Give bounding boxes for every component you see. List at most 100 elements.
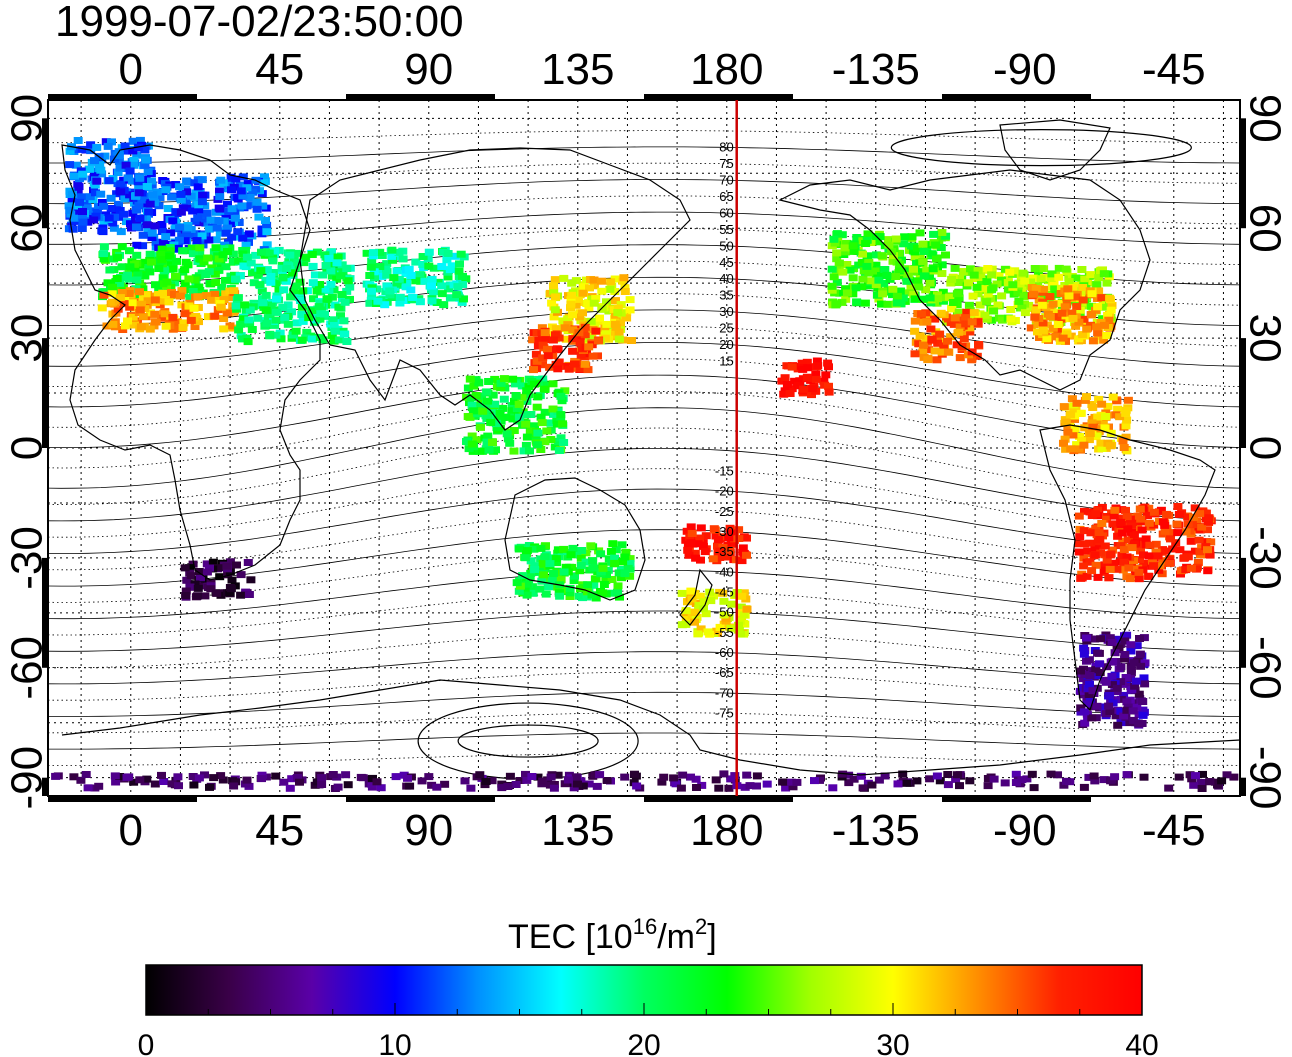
tec-cell <box>919 341 928 349</box>
magnetic-pole-contour <box>890 129 1192 167</box>
tec-cell <box>610 288 620 295</box>
tec-cell <box>1192 565 1201 573</box>
tec-cell <box>858 784 868 792</box>
tec-cell <box>268 257 278 265</box>
tec-cell <box>204 225 214 233</box>
tec-cell <box>610 554 620 562</box>
tec-cell <box>1101 678 1111 686</box>
tec-cell <box>1129 540 1139 548</box>
tec-cell <box>549 313 559 321</box>
colorbar-tick-label: 20 <box>627 1029 660 1057</box>
tec-cell <box>1076 409 1086 417</box>
tec-cell <box>385 291 395 299</box>
tec-cell <box>376 784 386 792</box>
tec-cell <box>141 156 151 164</box>
tec-cell <box>253 271 263 279</box>
tec-cell <box>1092 281 1102 289</box>
tec-cell <box>120 142 130 150</box>
tec-cell <box>142 183 152 190</box>
tec-cell <box>133 271 143 279</box>
tec-cell <box>1116 542 1126 550</box>
tec-cell <box>367 287 376 295</box>
tec-cell <box>339 317 349 325</box>
tec-cell <box>144 208 154 216</box>
tec-cell <box>258 202 268 210</box>
tec-cell <box>514 545 524 553</box>
tec-cell <box>214 564 223 572</box>
geomagnetic-contour <box>48 732 1240 750</box>
tec-cell <box>950 264 960 272</box>
tec-cell <box>200 592 210 600</box>
tec-cell <box>550 276 560 284</box>
longitude-label-bottom: 0 <box>119 806 143 855</box>
tec-cell <box>143 168 153 175</box>
tec-cell <box>299 259 309 267</box>
tec-cell <box>696 625 706 633</box>
tec-cell <box>967 318 977 326</box>
tec-cell <box>992 280 1002 288</box>
tec-cell <box>620 288 630 295</box>
tec-cell <box>546 773 556 781</box>
tec-cell <box>492 424 502 432</box>
tec-cell <box>317 781 327 788</box>
tec-cell <box>1078 283 1088 291</box>
tec-cell <box>1119 546 1129 554</box>
tec-cell <box>1020 277 1030 285</box>
tec-cell <box>1093 506 1103 514</box>
tec-cell <box>623 564 633 572</box>
tec-cell <box>913 277 923 285</box>
tec-cell <box>279 286 289 294</box>
latitude-label-right: -90 <box>1240 746 1289 810</box>
tec-cell <box>136 323 146 331</box>
tec-cell <box>156 251 166 258</box>
tec-cell <box>97 227 107 235</box>
geomagnetic-contour <box>48 195 1240 225</box>
tec-cell <box>1062 330 1072 338</box>
tec-cell <box>842 261 852 268</box>
tec-cell <box>832 249 842 257</box>
tec-cell <box>210 312 220 320</box>
tec-cell <box>1086 529 1096 537</box>
tec-cell <box>112 275 122 282</box>
tec-cell <box>189 781 199 789</box>
tec-cell <box>932 334 942 342</box>
tec-cell <box>902 277 912 285</box>
tec-cell <box>525 447 534 455</box>
tec-cell <box>1116 514 1126 522</box>
tec-cell <box>551 555 561 562</box>
tec-cell <box>522 580 532 588</box>
tec-cell <box>1102 556 1112 564</box>
tec-cell <box>581 558 591 566</box>
tec-cell <box>73 137 83 144</box>
geomagnetic-contour <box>48 309 1240 367</box>
tec-cell <box>921 334 931 342</box>
tec-cell <box>698 539 708 547</box>
tec-cell <box>590 575 600 583</box>
tec-cell <box>1064 292 1074 300</box>
tec-cell <box>225 322 235 330</box>
tec-cell <box>202 568 212 576</box>
tec-cell <box>382 271 392 279</box>
tec-cell <box>842 289 852 297</box>
tec-cell <box>587 591 597 599</box>
tec-cell <box>477 447 487 455</box>
tec-cell <box>736 630 745 638</box>
tec-cell <box>982 298 992 306</box>
tec-cell <box>962 308 972 316</box>
tec-cell <box>237 202 247 210</box>
tec-cell <box>742 605 752 613</box>
tec-cell <box>1061 265 1071 273</box>
tec-cell <box>1151 548 1161 556</box>
tec-cell <box>620 773 630 781</box>
tec-cell <box>215 187 224 195</box>
tec-cell <box>724 784 734 792</box>
tec-cell <box>923 356 933 364</box>
tec-cell <box>1087 311 1096 319</box>
tec-cell <box>157 314 167 322</box>
tec-cell <box>715 623 725 631</box>
tec-cell <box>837 231 847 239</box>
tec-cell <box>1122 698 1132 706</box>
tec-cell <box>849 247 859 255</box>
tec-cell <box>1031 306 1041 314</box>
tec-cell <box>530 422 539 430</box>
